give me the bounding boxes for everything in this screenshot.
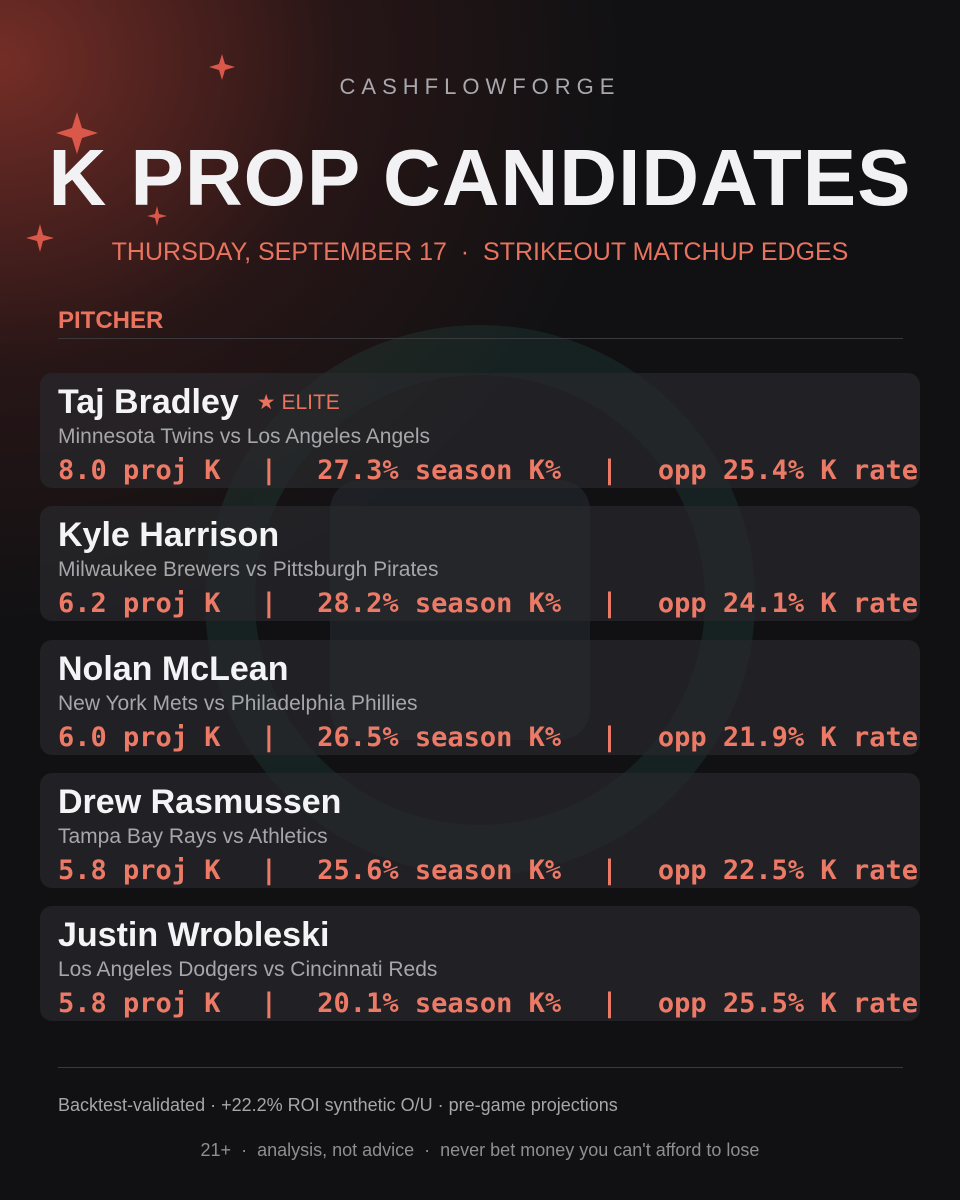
stat: 20.1% season K% [317, 988, 562, 1020]
matchup: Minnesota Twins vs Los Angeles Angels [58, 425, 431, 448]
disclaimer: 21+ · analysis, not advice · never bet m… [200, 1140, 760, 1160]
separator: | [601, 721, 618, 753]
subtitle: THURSDAY, SEPTEMBER 17 · STRIKEOUT MATCH… [111, 238, 849, 266]
divider [58, 1067, 903, 1068]
stat: opp 24.1% K rate [657, 588, 918, 620]
name-text: Kyle Harrison [58, 516, 280, 555]
matchup: Milwaukee Brewers vs Pittsburgh Pirates [58, 558, 439, 582]
pitcher-card: Justin Wrobleski Los Angeles Dodgers vs C… [40, 906, 920, 1022]
stat: 6.0 proj K [58, 721, 221, 753]
name-text: Nolan McLean [58, 649, 289, 688]
stat: 28.2% season K% [317, 588, 562, 620]
pitcher-card: Taj Bradley ★ ELITE Minnesota Twins vs Los… [40, 373, 920, 488]
separator: | [260, 854, 278, 886]
separator: | [601, 988, 618, 1020]
pitcher-card: Nolan McLean New York Mets vs Philadelphi… [40, 639, 920, 755]
pitcher-name: Drew Rasmussen [58, 783, 341, 822]
stat-line: 6.2 proj K | 28.2% season K% | opp 24.1% K r… [58, 588, 918, 619]
name-text: Justin Wrobleski [58, 916, 330, 955]
stat: 5.8 proj K [58, 988, 221, 1020]
matchup: Los Angeles Dodgers vs Cincinnati Reds [58, 958, 438, 982]
separator: | [601, 588, 618, 620]
separator: | [601, 455, 618, 486]
pitcher-name: Taj Bradley ★ ELITE [58, 383, 340, 422]
name-text: Drew Rasmussen [58, 782, 342, 821]
stat-line: 8.0 proj K | 27.3% season K% | opp 25.4% K r… [58, 455, 918, 486]
stat: opp 25.4% K rate [657, 455, 918, 486]
separator: | [260, 588, 278, 620]
pitcher-card: Kyle Harrison Milwaukee Brewers vs Pittsb… [40, 506, 920, 622]
footer-note: Backtest-validated · +22.2% ROI syntheti… [58, 1095, 618, 1115]
stat: 26.5% season K% [317, 721, 562, 753]
matchup: New York Mets vs Philadelphia Phillies [58, 691, 418, 715]
stat: opp 22.5% K rate [657, 854, 918, 886]
stat: opp 21.9% K rate [657, 721, 918, 753]
sparkles [26, 54, 235, 252]
column-header: PITCHER [58, 307, 164, 334]
divider [58, 338, 903, 339]
stat: 27.3% season K% [317, 455, 562, 486]
separator: | [260, 721, 278, 753]
pitcher-card: Drew Rasmussen Tampa Bay Rays vs Athletic… [40, 772, 920, 888]
pitcher-name: Nolan McLean [58, 650, 288, 689]
separator: | [601, 854, 618, 886]
stat: 6.2 proj K [58, 588, 221, 620]
stat: 25.6% season K% [317, 854, 562, 886]
pitcher-name: Justin Wrobleski [58, 916, 329, 955]
stat: 8.0 proj K [58, 455, 221, 486]
matchup: Tampa Bay Rays vs Athletics [58, 824, 328, 848]
brand: CASHFLOWFORGE [339, 74, 621, 99]
stat-line: 5.8 proj K | 25.6% season K% | opp 22.5% K r… [58, 855, 918, 886]
separator: | [260, 988, 278, 1020]
separator: | [260, 455, 278, 486]
stat-line: 6.0 proj K | 26.5% season K% | opp 21.9% K r… [58, 722, 918, 753]
title: K PROP CANDIDATES [48, 133, 912, 222]
stat: opp 25.5% K rate [657, 988, 918, 1020]
stat-line: 5.8 proj K | 20.1% season K% | opp 25.5% K r… [58, 988, 918, 1019]
badge: ★ ELITE [256, 391, 340, 414]
stat: 5.8 proj K [58, 854, 221, 886]
name-text: Taj Bradley [58, 383, 239, 421]
pitcher-name: Kyle Harrison [58, 516, 279, 555]
